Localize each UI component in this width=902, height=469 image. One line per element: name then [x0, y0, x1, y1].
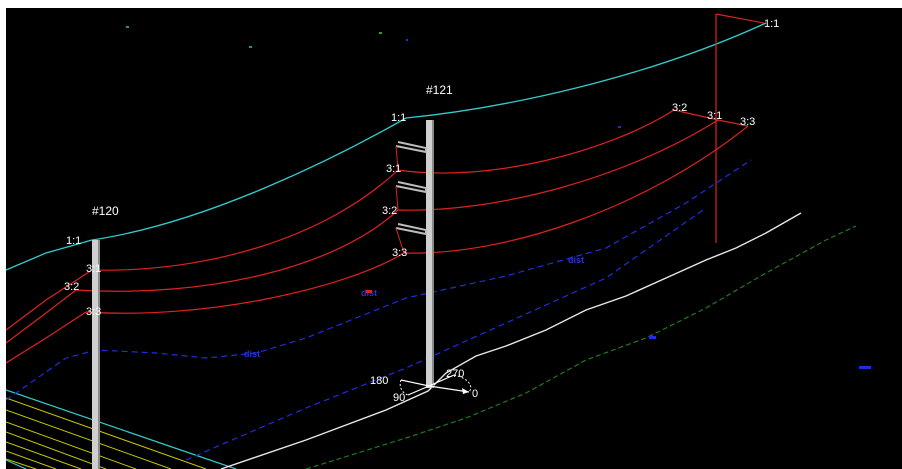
- point-cloud-specks: [126, 26, 871, 369]
- far-attach-3-2: 3:2: [672, 102, 687, 114]
- compass-0-label: 0: [472, 388, 478, 400]
- pole-121-attach-1-1: 1:1: [391, 112, 406, 124]
- pole-121-attach-3-2: 3:2: [382, 205, 397, 217]
- pole-121[interactable]: [395, 120, 434, 388]
- pole-121-crossarms: [395, 141, 427, 236]
- far-attach-1-1: 1:1: [764, 18, 779, 30]
- far-attach-3-3: 3:3: [740, 116, 755, 128]
- compass-gizmo[interactable]: 180 270 90 0: [370, 368, 478, 404]
- pole-120-attach-3-1: 3:1: [86, 263, 101, 275]
- terrain-edge-green: [305, 225, 857, 469]
- 3d-view[interactable]: dist dist dist: [6, 8, 902, 469]
- pole-121-attach-3-1: 3:1: [386, 163, 401, 175]
- pole-121-label: #121: [426, 83, 453, 97]
- pole-121-attach-3-3: 3:3: [392, 247, 407, 259]
- terrain-contours: [6, 397, 207, 469]
- pole-120-attach-3-2: 3:2: [64, 281, 79, 293]
- clearance-label-1: dist: [244, 349, 260, 359]
- pole-120-attach-3-3: 3:3: [86, 306, 101, 318]
- pole-120-attach-1-1: 1:1: [66, 235, 81, 247]
- far-attach-3-1: 3:1: [707, 110, 722, 122]
- shield-wire: [6, 22, 767, 271]
- pole-120-label: #120: [92, 204, 119, 218]
- compass-270-label: 270: [446, 368, 464, 380]
- scene-canvas[interactable]: dist dist dist: [6, 8, 902, 469]
- pole-120[interactable]: [92, 240, 100, 469]
- pole-121-insulators: [395, 145, 405, 254]
- terrain-profile-white: [220, 212, 802, 469]
- compass-180-label: 180: [370, 375, 388, 387]
- compass-90-label: 90: [393, 392, 405, 404]
- terrain-boundary: [6, 389, 237, 469]
- clearance-label-2: dist: [568, 255, 584, 265]
- conductors: [6, 13, 765, 364]
